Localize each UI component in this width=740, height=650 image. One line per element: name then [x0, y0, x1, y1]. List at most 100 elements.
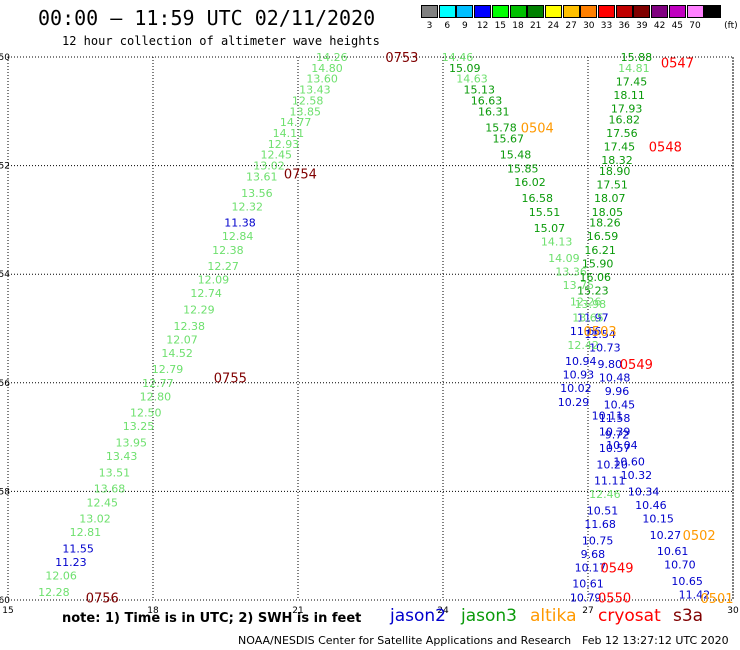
wave-height-value: 12.58 [292, 94, 324, 107]
wave-height-value: 16.21 [584, 244, 616, 257]
wave-height-value: 15.90 [582, 257, 614, 270]
wave-height-value: 9.80 [598, 358, 623, 371]
wave-height-value: 15.09 [449, 62, 481, 75]
x-tick-label: 15 [2, 606, 13, 616]
legend-jason3: jason3 [461, 606, 517, 626]
scale-label: 9 [462, 21, 468, 31]
scale-swatch [509, 5, 527, 18]
pass-time-labels: 0753 0754 0755 0756 0504 0503 0502 0501 0547 0548… [86, 51, 734, 607]
wave-height-value: 13.65 [572, 312, 604, 325]
generated-timestamp: Feb 12 13:27:12 UTC 2020 [582, 634, 729, 647]
wave-height-value: 11.55 [62, 542, 94, 555]
map-border [7, 56, 734, 601]
wave-height-value: 10.65 [671, 575, 703, 588]
scale-swatch [686, 5, 704, 18]
wave-height-value: 12.26 [570, 295, 602, 308]
wave-height-value: 15.78 [485, 122, 517, 135]
pass-time-label: 0502 [683, 529, 716, 544]
wave-height-value: 15.13 [464, 84, 496, 97]
pass-time-label: 0548 [649, 141, 682, 156]
wave-height-value: 13.95 [116, 437, 148, 450]
wave-height-value: 10.48 [599, 371, 631, 384]
wave-height-value: 18.32 [601, 154, 633, 167]
map-title: 00:00 – 11:59 UTC 02/11/2020 [38, 6, 376, 30]
y-tick-label: -58 [0, 487, 10, 497]
wave-height-value: 10.04 [606, 439, 638, 452]
wave-height-value: 12.28 [38, 586, 70, 599]
wave-height-value: 14.11 [273, 127, 305, 140]
wave-height-value: 13.02 [253, 160, 285, 173]
wave-height-value: 9.96 [605, 385, 630, 398]
wave-height-value: 10.02 [560, 382, 592, 395]
pass-time-label: 0549 [620, 358, 653, 373]
wave-height-value: 11.66 [570, 325, 602, 338]
wave-height-values: 14.2614.8013.6013.4312.5813.8514.7714.11… [38, 51, 710, 604]
wave-height-value: 10.75 [582, 534, 614, 547]
wave-height-value: 11.23 [55, 556, 87, 569]
wave-height-value: 14.46 [442, 51, 474, 64]
scale-label: 6 [444, 21, 451, 31]
scale-swatch [474, 5, 492, 18]
wave-height-value: 13.02 [79, 513, 111, 526]
wave-height-value: 14.80 [311, 62, 343, 75]
x-tick-label: 30 [727, 606, 739, 616]
wave-height-value: 10.46 [635, 499, 667, 512]
wave-height-value: 14.26 [316, 51, 348, 64]
wave-height-value: 17.56 [606, 127, 638, 140]
wave-height-value: 10.61 [657, 545, 689, 558]
wave-height-value: 12.80 [140, 390, 172, 403]
wave-height-value: 15.51 [529, 206, 561, 219]
pass-time-label: 0550 [598, 591, 631, 606]
wave-height-value: 15.67 [493, 132, 525, 145]
pass-time-label: 0756 [86, 591, 119, 606]
y-tick-label: -50 [0, 53, 10, 63]
wave-height-value: 11.68 [584, 518, 616, 531]
wave-height-value: 10.57 [599, 442, 631, 455]
scale-swatch [704, 5, 722, 18]
legend-cryosat: cryosat [598, 606, 661, 626]
pass-time-label: 0753 [385, 51, 418, 66]
wave-height-value: 13.85 [290, 105, 322, 118]
y-tick-label: -60 [0, 596, 10, 606]
wave-height-value: 12.84 [222, 230, 254, 243]
scale-swatch [598, 5, 615, 18]
wave-height-value: 12.45 [261, 149, 293, 162]
wave-height-value: 10.20 [596, 458, 628, 471]
wave-height-value: 15.48 [500, 149, 532, 162]
scale-swatch [615, 5, 633, 18]
wave-height-value: 18.05 [592, 206, 624, 219]
wave-height-value: 10.79 [570, 591, 602, 604]
x-tick-label: 21 [292, 606, 303, 616]
wave-height-value: 10.45 [604, 399, 636, 412]
wave-height-value: 10.73 [589, 342, 621, 355]
wave-height-value: 18.90 [599, 165, 631, 178]
wave-height-value: 12.32 [232, 200, 264, 213]
scale-label: 36 [618, 21, 630, 31]
wave-height-value: 13.56 [241, 187, 273, 200]
wave-height-value: 11.97 [577, 312, 609, 325]
scale-label: 45 [671, 21, 684, 31]
scale-label: 42 [653, 21, 666, 31]
wave-height-value: 10.11 [592, 409, 624, 422]
scale-swatch [527, 5, 545, 18]
wave-height-value: 13.60 [306, 73, 338, 86]
wave-height-value: 18.26 [589, 217, 621, 230]
wave-height-value: 10.61 [572, 578, 604, 591]
wave-height-value: 10.32 [621, 469, 653, 482]
wave-height-value: 16.63 [471, 94, 503, 107]
scale-swatch [544, 5, 562, 18]
scale-label: 3 [426, 21, 433, 31]
wave-height-value: 11.38 [224, 217, 256, 230]
wave-height-value: 9.68 [581, 548, 606, 561]
pass-time-label: 0549 [600, 561, 633, 576]
scale-label: 27 [565, 21, 577, 31]
wave-height-value: 16.31 [478, 105, 510, 118]
wave-height-value: 14.63 [456, 73, 488, 86]
scale-label: 30 [583, 21, 595, 31]
wave-height-value: 10.27 [650, 529, 682, 542]
wave-height-value: 13.36 [555, 265, 587, 278]
wave-height-value: 12.46 [589, 488, 621, 501]
wave-height-value: 10.94 [565, 355, 597, 368]
wave-height-value: 14.77 [280, 116, 312, 129]
